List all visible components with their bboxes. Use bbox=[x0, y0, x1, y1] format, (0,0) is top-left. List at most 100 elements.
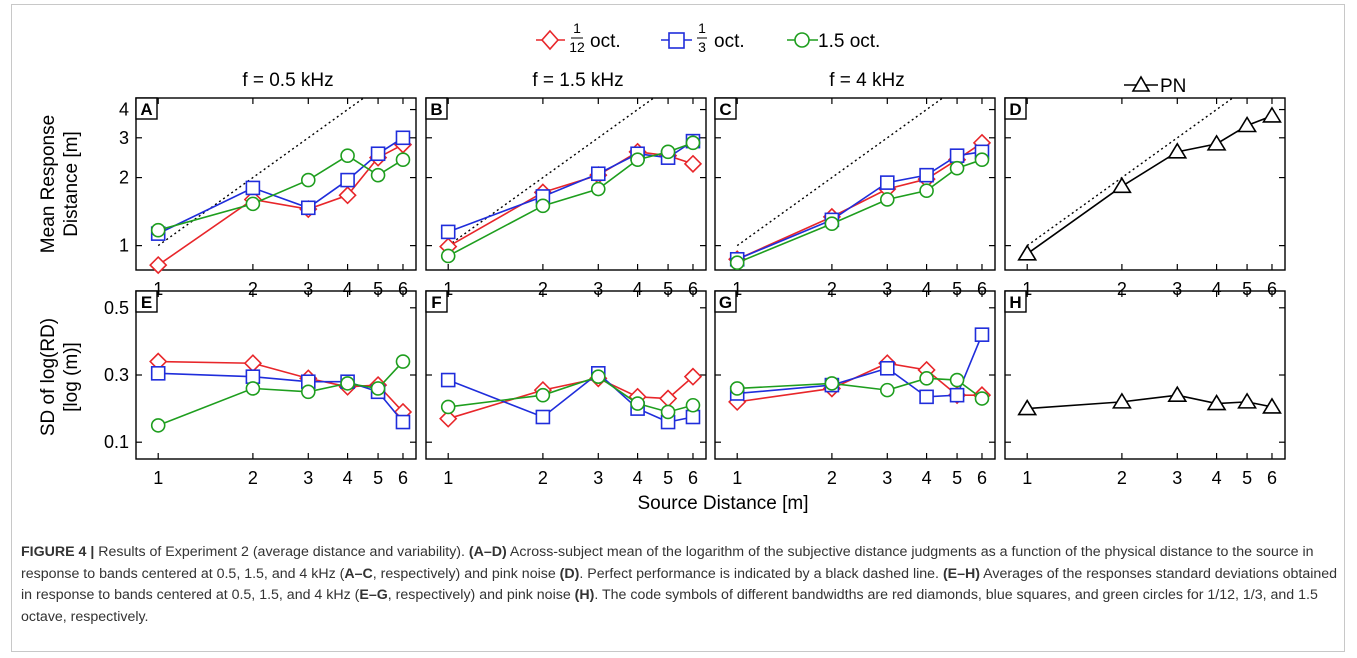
panel-c: 1 2 3 4 5 6 C bbox=[714, 97, 996, 299]
x-tick-label: 3 bbox=[303, 279, 313, 299]
data-point-square bbox=[245, 180, 261, 196]
x-tick-label: 2 bbox=[827, 468, 837, 488]
figure-caption: FIGURE 4 | Results of Experiment 2 (aver… bbox=[21, 542, 1339, 628]
data-point-square bbox=[340, 172, 355, 188]
caption-p7: (E–H) bbox=[942, 565, 980, 582]
data-point-circle bbox=[440, 248, 456, 264]
data-point-square bbox=[440, 224, 456, 240]
x-tick-label: 3 bbox=[882, 279, 892, 299]
data-point-triangle bbox=[1237, 115, 1257, 133]
x-tick-label: 5 bbox=[1242, 468, 1252, 488]
data-point-circle bbox=[685, 135, 701, 151]
data-point-square bbox=[919, 389, 934, 405]
pn-legend-label: PN bbox=[1160, 76, 1186, 97]
panel-f-axes-box bbox=[425, 290, 707, 460]
caption-p8: Averages of the responses standard devia… bbox=[21, 565, 1338, 604]
panel-a-axes-box bbox=[135, 97, 417, 271]
series-line-circle bbox=[447, 142, 694, 257]
caption-p1: (A–D) bbox=[468, 544, 507, 560]
x-tick-label: 4 bbox=[633, 279, 643, 299]
y-label-top-line2: Distance [m] bbox=[61, 131, 82, 237]
x-tick-label: 2 bbox=[538, 279, 548, 299]
panel-letter: H bbox=[1009, 293, 1021, 312]
y-label-bottom-line2: [log (m)] bbox=[61, 342, 82, 412]
caption-p11: (H) bbox=[574, 587, 595, 603]
x-tick-label: 4 bbox=[343, 279, 353, 299]
data-point-circle bbox=[974, 152, 990, 167]
data-point-square bbox=[300, 200, 316, 216]
legend-1-12-numerator: 1 bbox=[573, 20, 581, 36]
data-point-circle bbox=[685, 397, 701, 413]
x-tick-label: 4 bbox=[1212, 468, 1222, 488]
data-point-diamond bbox=[683, 367, 703, 386]
x-tick-label: 6 bbox=[1267, 279, 1277, 299]
legend-1-3-numerator: 1 bbox=[698, 20, 706, 36]
data-point-circle bbox=[729, 381, 745, 396]
legend-1-12-denominator: 12 bbox=[569, 39, 585, 55]
data-point-square bbox=[879, 175, 895, 190]
x-tick-label: 3 bbox=[303, 468, 313, 488]
x-tick-label: 2 bbox=[1117, 468, 1127, 488]
panel-b: 1 2 3 4 5 6 B bbox=[425, 97, 707, 299]
data-point-circle bbox=[150, 222, 166, 238]
series-line-diamond bbox=[447, 376, 694, 420]
data-point-triangle bbox=[1262, 397, 1282, 414]
data-point-circle bbox=[535, 198, 551, 214]
data-point-triangle bbox=[1017, 399, 1038, 416]
legend-entry-1-12-oct: 1 12 oct. bbox=[536, 20, 621, 55]
figure-frame bbox=[11, 4, 1345, 652]
figure-4-chart: 1 12 oct. 1 3 oct. 1.5 oct. f = 0.5 kHz … bbox=[38, 20, 1286, 514]
x-tick-label: 2 bbox=[1117, 279, 1127, 299]
panel-e: 1 2 3 4 5 6 0.1 0.3 0.5 E bbox=[104, 290, 417, 488]
x-tick-label: 1 bbox=[732, 279, 742, 299]
x-tick-label: 2 bbox=[827, 279, 837, 299]
panel-letter-box bbox=[714, 290, 737, 313]
caption-p0: Results of Experiment 2 (average distanc… bbox=[94, 544, 469, 560]
legend-entry-1-5-oct: 1.5 oct. bbox=[787, 31, 880, 52]
data-point-triangle bbox=[1017, 244, 1038, 261]
data-point-triangle bbox=[1206, 394, 1227, 411]
x-tick-label: 4 bbox=[633, 468, 643, 488]
x-tick-label: 3 bbox=[1172, 279, 1182, 299]
data-point-circle bbox=[300, 172, 316, 188]
x-tick-label: 5 bbox=[373, 279, 383, 299]
data-point-triangle bbox=[1206, 134, 1227, 151]
panel-letter: C bbox=[719, 100, 731, 119]
x-tick-label: 2 bbox=[248, 279, 258, 299]
data-point-square bbox=[949, 148, 965, 163]
series-line-diamond bbox=[157, 143, 404, 266]
panel-h: 1 2 3 4 5 6 H bbox=[1004, 290, 1286, 488]
data-point-circle bbox=[660, 404, 676, 420]
data-point-square bbox=[949, 387, 965, 403]
data-point-square bbox=[879, 360, 895, 376]
panel-letter-box bbox=[1004, 290, 1027, 313]
x-tick-label: 3 bbox=[593, 279, 603, 299]
data-point-circle bbox=[974, 391, 990, 406]
panel-letter: A bbox=[140, 100, 152, 119]
x-tick-label: 1 bbox=[153, 468, 163, 488]
data-point-diamond bbox=[338, 186, 357, 205]
y-tick-label: 0.1 bbox=[104, 432, 129, 452]
x-tick-label: 2 bbox=[248, 468, 258, 488]
legend-1-3-denominator: 3 bbox=[698, 39, 706, 55]
x-tick-label: 5 bbox=[373, 468, 383, 488]
x-tick-label: 4 bbox=[343, 468, 353, 488]
data-point-triangle bbox=[1167, 142, 1188, 159]
pn-legend: PN bbox=[1124, 75, 1186, 97]
data-point-triangle bbox=[1167, 385, 1188, 402]
data-point-circle bbox=[824, 376, 840, 391]
data-point-circle bbox=[630, 152, 645, 167]
data-point-circle bbox=[395, 354, 411, 369]
data-point-circle bbox=[535, 387, 551, 403]
x-tick-label: 6 bbox=[398, 279, 408, 299]
data-point-square bbox=[150, 366, 166, 381]
x-tick-label: 6 bbox=[688, 279, 698, 299]
legend-1-3-suffix: oct. bbox=[714, 31, 745, 52]
y-tick-label: 4 bbox=[119, 100, 129, 120]
panel-letter: E bbox=[141, 293, 152, 312]
data-point-square bbox=[395, 130, 411, 146]
x-tick-label: 5 bbox=[1242, 279, 1252, 299]
caption-p10: , respectively) and pink noise bbox=[387, 587, 575, 603]
